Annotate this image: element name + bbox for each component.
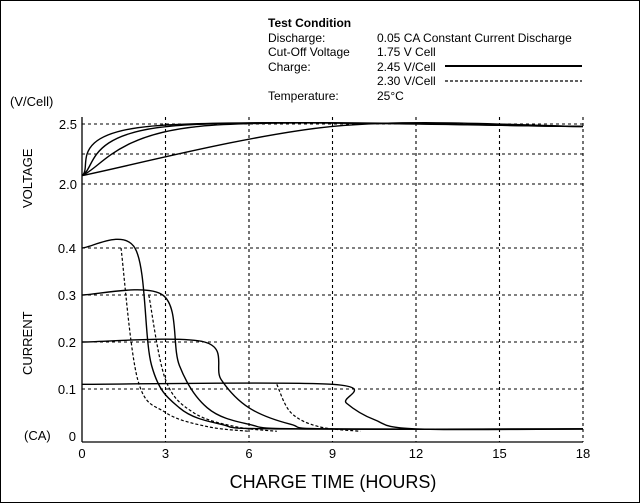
current-tick-label: 0.2	[58, 335, 76, 350]
x-axis-label: CHARGE TIME (HOURS)	[230, 472, 437, 492]
legend-value-charge-245: 2.45 V/Cell	[377, 60, 436, 74]
curves	[81, 122, 584, 432]
current-unit-label: (CA)	[24, 428, 51, 443]
legend-heading: Test Condition	[268, 16, 351, 30]
current-curve-dashed-5	[148, 294, 277, 432]
current-curve-solid-2	[81, 338, 584, 430]
grid	[82, 117, 584, 442]
current-curve-dashed-4	[120, 247, 250, 432]
voltage-curve-2	[81, 122, 584, 177]
legend: Test Condition Discharge: 0.05 CA Consta…	[268, 16, 582, 103]
legend-label-temperature: Temperature:	[268, 89, 339, 103]
voltage-tick-label: 2.5	[59, 117, 77, 132]
legend-label-cutoff: Cut-Off Voltage	[268, 45, 350, 59]
current-curve-dashed-6	[276, 384, 361, 432]
legend-value-charge-230: 2.30 V/Cell	[377, 74, 436, 88]
legend-label-discharge: Discharge:	[268, 31, 325, 45]
axes: 0 3 6 9 12 15 18 2.5 2.0 0.4 0.3 0.2 0.1 0	[58, 117, 590, 461]
current-tick-label: 0	[69, 429, 76, 444]
voltage-curve-3	[81, 122, 584, 177]
current-tick-label: 0.4	[58, 241, 76, 256]
x-tick-label: 0	[78, 446, 85, 461]
x-tick-label: 15	[492, 446, 506, 461]
x-tick-label: 3	[162, 446, 169, 461]
voltage-unit-label: (V/Cell)	[10, 94, 53, 109]
legend-value-discharge: 0.05 CA Constant Current Discharge	[377, 31, 572, 45]
current-tick-label: 0.1	[58, 382, 76, 397]
x-tick-label: 6	[245, 446, 252, 461]
current-curve-solid-3	[81, 382, 584, 431]
x-tick-label: 9	[329, 446, 336, 461]
legend-value-cutoff: 1.75 V Cell	[377, 45, 436, 59]
voltage-tick-label: 2.0	[59, 177, 77, 192]
voltage-axis-label: VOLTAGE	[20, 148, 35, 208]
x-tick-label: 18	[576, 446, 590, 461]
current-axis-label: CURRENT	[20, 311, 35, 375]
x-tick-label: 12	[409, 446, 423, 461]
legend-label-charge: Charge:	[268, 60, 311, 74]
current-tick-label: 0.3	[58, 288, 76, 303]
legend-value-temperature: 25°C	[377, 89, 404, 103]
